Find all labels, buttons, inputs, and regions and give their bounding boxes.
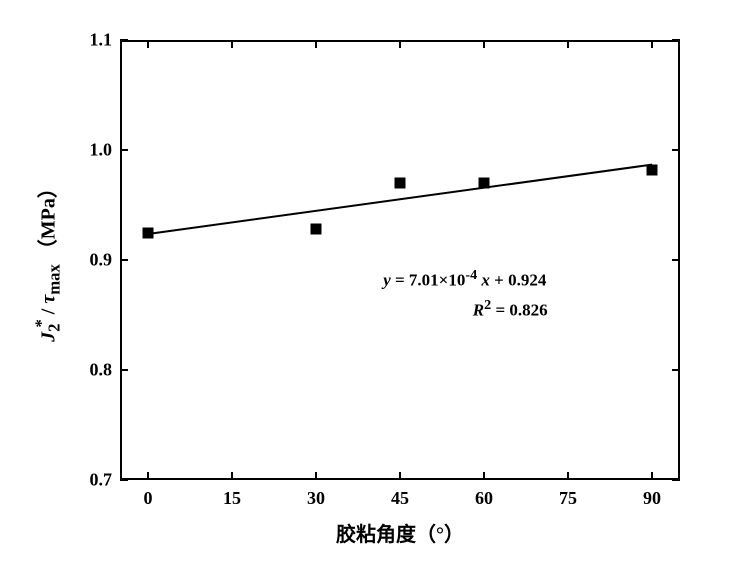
x-tick bbox=[651, 472, 653, 480]
x-tick bbox=[231, 472, 233, 480]
x-tick bbox=[567, 40, 569, 48]
chart-annotation: R2 = 0.826 bbox=[473, 297, 548, 321]
x-tick bbox=[399, 472, 401, 480]
y-tick bbox=[120, 479, 128, 481]
x-tick bbox=[483, 472, 485, 480]
y-tick bbox=[672, 39, 680, 41]
y-tick bbox=[120, 369, 128, 371]
data-point bbox=[647, 164, 658, 175]
x-tick-label: 0 bbox=[144, 488, 153, 509]
y-tick-label: 1.1 bbox=[82, 30, 112, 51]
x-tick bbox=[483, 40, 485, 48]
x-tick bbox=[651, 40, 653, 48]
y-tick bbox=[120, 259, 128, 261]
x-tick bbox=[315, 40, 317, 48]
x-tick bbox=[231, 40, 233, 48]
y-axis-label: J2* / τmax （MPa） bbox=[32, 178, 65, 342]
x-tick-label: 60 bbox=[475, 488, 493, 509]
x-tick bbox=[147, 40, 149, 48]
data-point bbox=[395, 178, 406, 189]
x-tick-label: 15 bbox=[223, 488, 241, 509]
y-tick bbox=[672, 259, 680, 261]
y-tick bbox=[672, 369, 680, 371]
x-axis-label: 胶粘角度（°） bbox=[336, 518, 464, 547]
y-tick bbox=[672, 479, 680, 481]
y-tick-label: 0.8 bbox=[82, 360, 112, 381]
x-tick-label: 45 bbox=[391, 488, 409, 509]
x-tick-label: 90 bbox=[643, 488, 661, 509]
y-tick-label: 0.9 bbox=[82, 250, 112, 271]
data-point bbox=[143, 227, 154, 238]
plot-area bbox=[120, 40, 680, 480]
x-tick-label: 30 bbox=[307, 488, 325, 509]
y-tick-label: 0.7 bbox=[82, 470, 112, 491]
y-tick bbox=[672, 149, 680, 151]
x-tick bbox=[147, 472, 149, 480]
y-tick bbox=[120, 149, 128, 151]
y-tick-label: 1.0 bbox=[82, 140, 112, 161]
y-tick bbox=[120, 39, 128, 41]
data-point bbox=[311, 224, 322, 235]
x-tick-label: 75 bbox=[559, 488, 577, 509]
chart-annotation: y = 7.01×10-4 x + 0.924 bbox=[383, 267, 546, 291]
x-tick bbox=[399, 40, 401, 48]
x-tick bbox=[315, 472, 317, 480]
x-tick bbox=[567, 472, 569, 480]
chart-container: 胶粘角度（°） J2* / τmax （MPa） 0 15 30 45 60 75 90 0.… bbox=[0, 0, 755, 577]
data-point bbox=[479, 178, 490, 189]
